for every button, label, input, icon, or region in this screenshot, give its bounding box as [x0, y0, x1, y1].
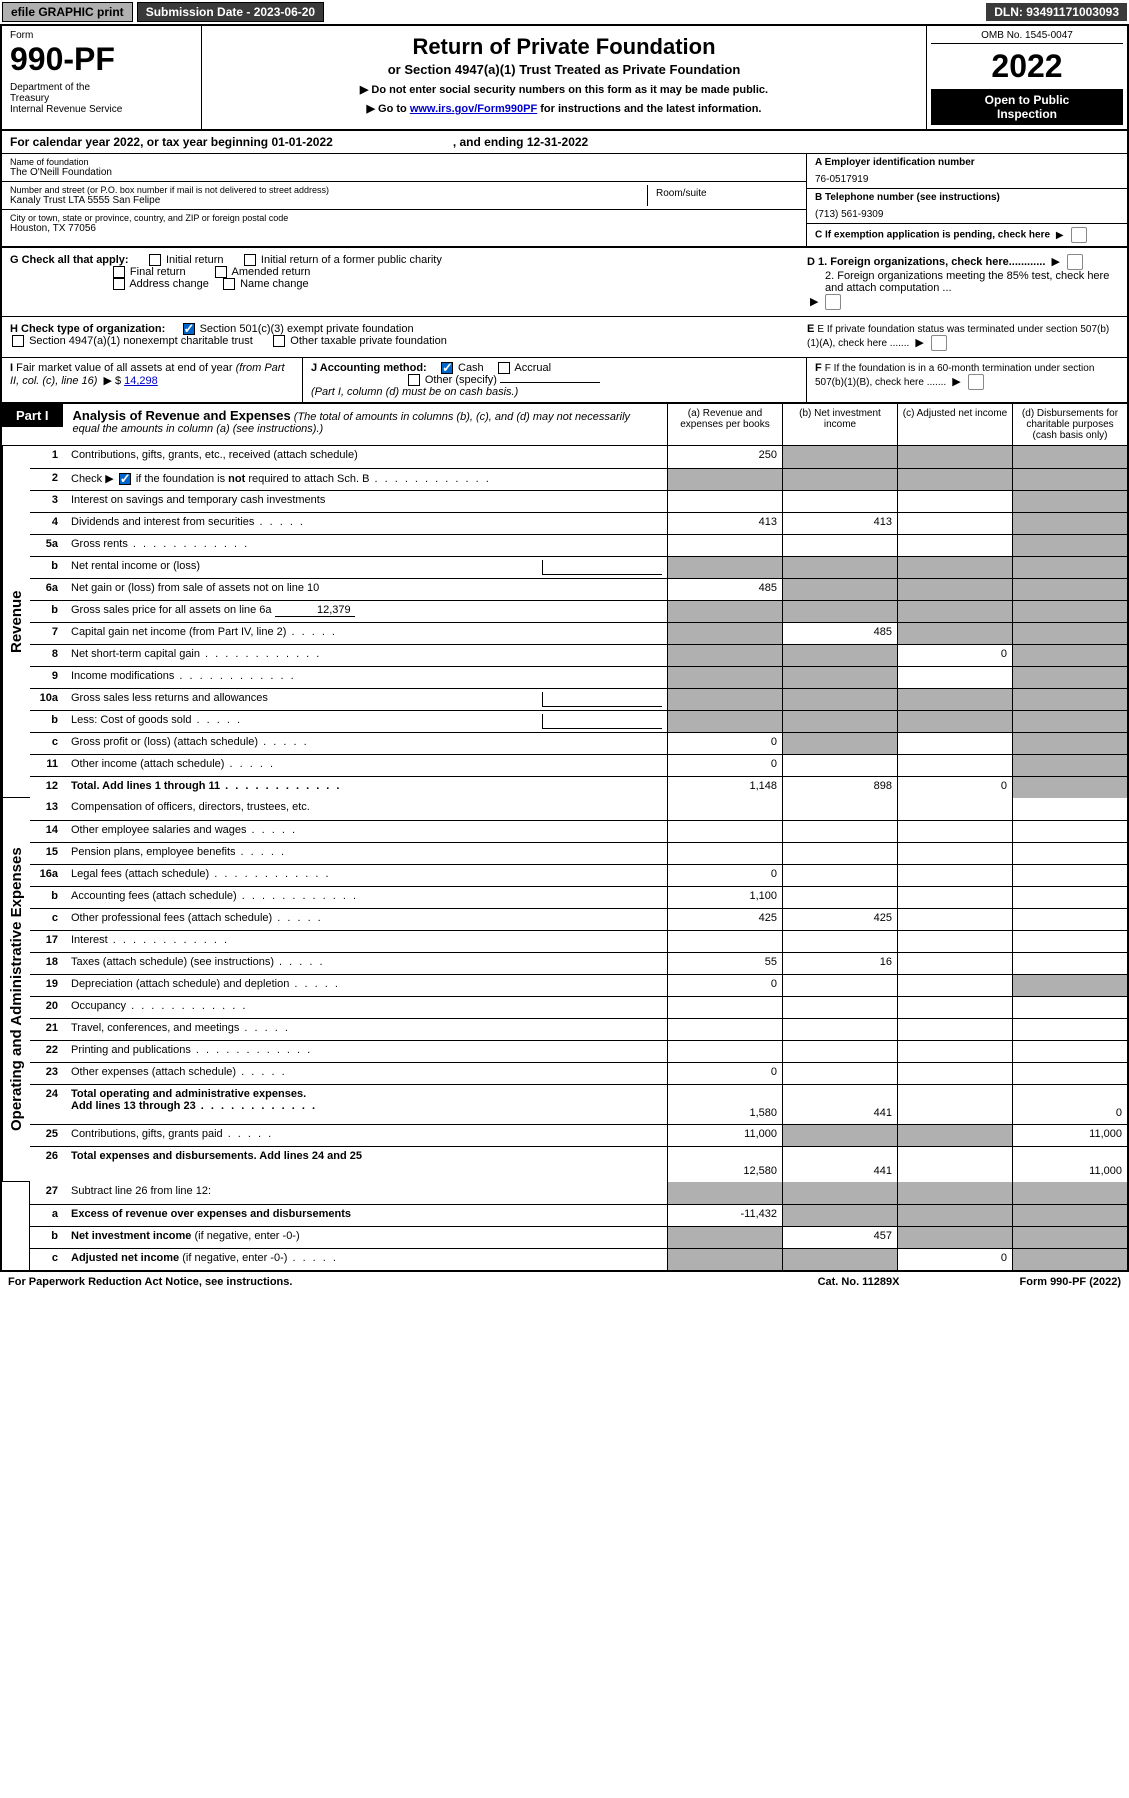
expenses-side-label: Operating and Administrative Expenses: [2, 798, 30, 1182]
table-row: 5aGross rents: [30, 534, 1127, 556]
501c3-checkbox[interactable]: [183, 323, 195, 335]
table-row: 12Total. Add lines 1 through 111,1488980: [30, 776, 1127, 798]
cash-checkbox[interactable]: [441, 362, 453, 374]
paperwork-notice: For Paperwork Reduction Act Notice, see …: [8, 1276, 292, 1288]
efile-button[interactable]: efile GRAPHIC print: [2, 2, 133, 22]
table-row: 18Taxes (attach schedule) (see instructi…: [30, 952, 1127, 974]
top-bar: efile GRAPHIC print Submission Date - 20…: [0, 0, 1129, 24]
ein-row: A Employer identification number 76-0517…: [807, 154, 1127, 189]
table-row: 21Travel, conferences, and meetings: [30, 1018, 1127, 1040]
expenses-section: Operating and Administrative Expenses 13…: [0, 798, 1129, 1182]
check-g-row: G Check all that apply: Initial return I…: [0, 248, 1129, 317]
table-row: bNet investment income (if negative, ent…: [30, 1226, 1127, 1248]
open-public-label: Open to PublicInspection: [931, 89, 1123, 125]
form-note-2: ▶ Go to www.irs.gov/Form990PF for instru…: [210, 102, 918, 115]
table-row: 11Other income (attach schedule)0: [30, 754, 1127, 776]
table-row: 10aGross sales less returns and allowanc…: [30, 688, 1127, 710]
calendar-year-row: For calendar year 2022, or tax year begi…: [0, 131, 1129, 153]
table-row: bNet rental income or (loss): [30, 556, 1127, 578]
table-row: cAdjusted net income (if negative, enter…: [30, 1248, 1127, 1270]
table-row: 8Net short-term capital gain0: [30, 644, 1127, 666]
table-row: 2Check ▶ if the foundation is not requir…: [30, 468, 1127, 490]
table-row: 20Occupancy: [30, 996, 1127, 1018]
irs-link[interactable]: www.irs.gov/Form990PF: [410, 103, 537, 115]
final-return-checkbox[interactable]: [113, 266, 125, 278]
foreign-85-checkbox[interactable]: [825, 294, 841, 310]
omb-number: OMB No. 1545-0047: [931, 30, 1123, 44]
form-number: 990-PF: [10, 41, 193, 78]
address-row: Number and street (or P.O. box number if…: [2, 182, 806, 210]
fmv-value[interactable]: 14,298: [124, 375, 158, 387]
check-h-row: H Check type of organization: Section 50…: [0, 317, 1129, 358]
foreign-org-checkbox[interactable]: [1067, 254, 1083, 270]
table-row: 1Contributions, gifts, grants, etc., rec…: [30, 446, 1127, 468]
table-row: 6aNet gain or (loss) from sale of assets…: [30, 578, 1127, 600]
room-suite: Room/suite: [648, 185, 798, 206]
table-row: 23Other expenses (attach schedule)0: [30, 1062, 1127, 1084]
address-change-checkbox[interactable]: [113, 278, 125, 290]
line27-section: 27Subtract line 26 from line 12: aExcess…: [0, 1182, 1129, 1272]
not-required-checkbox[interactable]: [119, 473, 131, 485]
info-section: Name of foundation The O'Neill Foundatio…: [0, 153, 1129, 248]
table-row: 7Capital gain net income (from Part IV, …: [30, 622, 1127, 644]
form-footer-label: Form 990-PF (2022): [1020, 1276, 1122, 1288]
table-row: 16aLegal fees (attach schedule)0: [30, 864, 1127, 886]
table-row: 24Total operating and administrative exp…: [30, 1084, 1127, 1124]
other-taxable-checkbox[interactable]: [273, 335, 285, 347]
form-title: Return of Private Foundation: [210, 34, 918, 60]
table-row: 13Compensation of officers, directors, t…: [30, 798, 1127, 820]
table-row: 9Income modifications: [30, 666, 1127, 688]
phone-row: B Telephone number (see instructions) (7…: [807, 189, 1127, 224]
form-header: Form 990-PF Department of theTreasuryInt…: [0, 24, 1129, 131]
city-row: City or town, state or province, country…: [2, 210, 806, 237]
revenue-side-label: Revenue: [2, 446, 30, 798]
part1-header: Part I Analysis of Revenue and Expenses …: [0, 404, 1129, 446]
amended-checkbox[interactable]: [215, 266, 227, 278]
table-row: 14Other employee salaries and wages: [30, 820, 1127, 842]
dln-label: DLN: 93491171003093: [986, 3, 1127, 21]
table-row: cGross profit or (loss) (attach schedule…: [30, 732, 1127, 754]
revenue-section: Revenue 1Contributions, gifts, grants, e…: [0, 446, 1129, 798]
table-row: 26Total expenses and disbursements. Add …: [30, 1146, 1127, 1182]
column-headers: (a) Revenue and expenses per books (b) N…: [667, 404, 1127, 445]
other-method-checkbox[interactable]: [408, 374, 420, 386]
exemption-checkbox[interactable]: [1071, 227, 1087, 243]
table-row: 27Subtract line 26 from line 12:: [30, 1182, 1127, 1204]
foundation-name-row: Name of foundation The O'Neill Foundatio…: [2, 154, 806, 182]
form-note-1: ▶ Do not enter social security numbers o…: [210, 83, 918, 96]
table-row: 3Interest on savings and temporary cash …: [30, 490, 1127, 512]
60month-checkbox[interactable]: [968, 374, 984, 390]
form-label: Form: [10, 30, 193, 41]
table-row: aExcess of revenue over expenses and dis…: [30, 1204, 1127, 1226]
table-row: 22Printing and publications: [30, 1040, 1127, 1062]
part1-label: Part I: [2, 404, 63, 427]
department-label: Department of theTreasuryInternal Revenu…: [10, 82, 193, 115]
table-row: 15Pension plans, employee benefits: [30, 842, 1127, 864]
table-row: 17Interest: [30, 930, 1127, 952]
tax-year: 2022: [931, 48, 1123, 85]
submission-date: Submission Date - 2023-06-20: [137, 2, 324, 22]
table-row: 4Dividends and interest from securities4…: [30, 512, 1127, 534]
table-row: bGross sales price for all assets on lin…: [30, 600, 1127, 622]
catalog-number: Cat. No. 11289X: [818, 1276, 900, 1288]
name-change-checkbox[interactable]: [223, 278, 235, 290]
terminated-checkbox[interactable]: [931, 335, 947, 351]
initial-former-checkbox[interactable]: [244, 254, 256, 266]
table-row: cOther professional fees (attach schedul…: [30, 908, 1127, 930]
4947-checkbox[interactable]: [12, 335, 24, 347]
exemption-row: C If exemption application is pending, c…: [807, 224, 1127, 246]
year-block: OMB No. 1545-0047 2022 Open to PublicIns…: [927, 26, 1127, 129]
table-row: 19Depreciation (attach schedule) and dep…: [30, 974, 1127, 996]
fmv-row: I Fair market value of all assets at end…: [0, 358, 1129, 404]
table-row: bAccounting fees (attach schedule)1,100: [30, 886, 1127, 908]
form-id-block: Form 990-PF Department of theTreasuryInt…: [2, 26, 202, 129]
initial-return-checkbox[interactable]: [149, 254, 161, 266]
table-row: 25Contributions, gifts, grants paid11,00…: [30, 1124, 1127, 1146]
accrual-checkbox[interactable]: [498, 362, 510, 374]
footer: For Paperwork Reduction Act Notice, see …: [0, 1272, 1129, 1292]
form-subtitle: or Section 4947(a)(1) Trust Treated as P…: [210, 62, 918, 77]
table-row: bLess: Cost of goods sold: [30, 710, 1127, 732]
form-title-block: Return of Private Foundation or Section …: [202, 26, 927, 129]
